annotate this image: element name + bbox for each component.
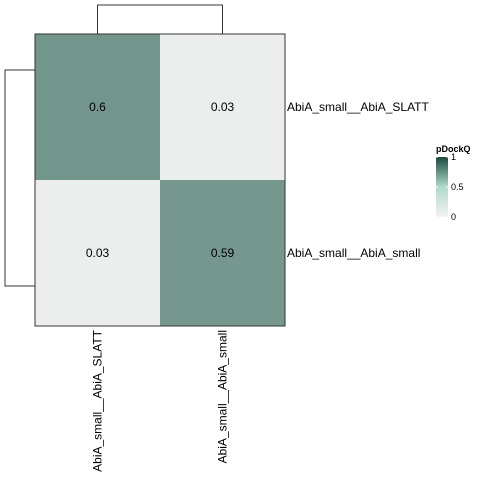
cell-value-label: 0.6 (89, 100, 106, 114)
cell-value-label: 0.59 (211, 246, 235, 260)
row-labels: AbiA_small__AbiA_SLATT AbiA_small__AbiA_s… (287, 100, 430, 260)
row-dendrogram (4, 69, 35, 287)
column-labels: AbiA_small__AbiA_SLATT AbiA_small__AbiA_s… (91, 329, 230, 472)
legend-colorbar (436, 157, 448, 217)
color-legend: pDockQ 00.51 (436, 144, 471, 222)
heatmap-frame (34, 33, 286, 327)
legend-ticks: 00.51 (436, 152, 464, 222)
heatmap-cell (35, 180, 160, 326)
column-dendrogram (97, 4, 223, 34)
column-dendrogram-branch (97, 4, 223, 34)
heatmap-cell (160, 180, 285, 326)
heatmap-cell (160, 34, 285, 180)
row-label: AbiA_small__AbiA_small (287, 246, 420, 260)
heatmap-cell (35, 34, 160, 180)
legend-tick-label: 1 (451, 152, 456, 162)
column-label: AbiA_small__AbiA_SLATT (91, 329, 105, 472)
cell-value-label: 0.03 (86, 246, 110, 260)
legend-title: pDockQ (436, 144, 471, 154)
heatmap-cells: 0.6 0.03 0.03 0.59 (35, 34, 285, 326)
legend-tick-label: 0 (451, 212, 456, 222)
column-label: AbiA_small__AbiA_small (216, 330, 230, 463)
row-dendrogram-branch (4, 69, 35, 287)
legend-tick-label: 0.5 (451, 182, 464, 192)
cell-value-label: 0.03 (211, 100, 235, 114)
row-label: AbiA_small__AbiA_SLATT (287, 100, 430, 114)
